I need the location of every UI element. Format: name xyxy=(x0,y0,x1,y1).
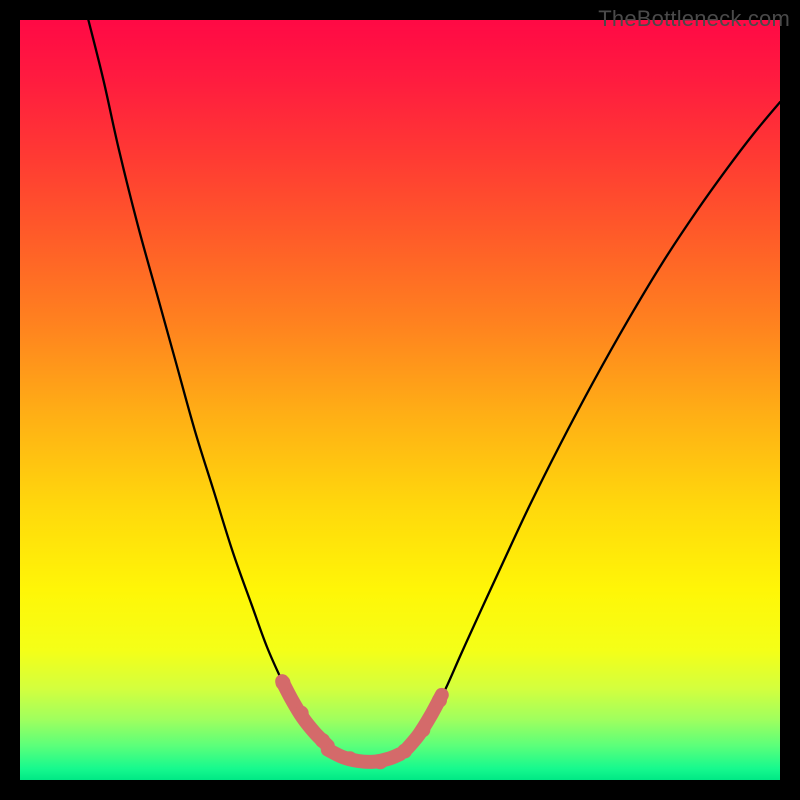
highlight-dot xyxy=(415,722,430,737)
highlight-dot xyxy=(294,706,309,721)
chart-stage: TheBottleneck.com xyxy=(0,0,800,800)
highlight-dot xyxy=(315,733,330,748)
heat-gradient-background xyxy=(20,20,780,780)
highlight-dot xyxy=(432,693,447,708)
highlight-dot xyxy=(397,744,412,759)
watermark-label: TheBottleneck.com xyxy=(598,6,790,32)
highlight-dot xyxy=(373,754,388,769)
bottleneck-chart xyxy=(0,0,800,800)
highlight-dot xyxy=(342,751,357,766)
highlight-dot xyxy=(275,675,290,690)
